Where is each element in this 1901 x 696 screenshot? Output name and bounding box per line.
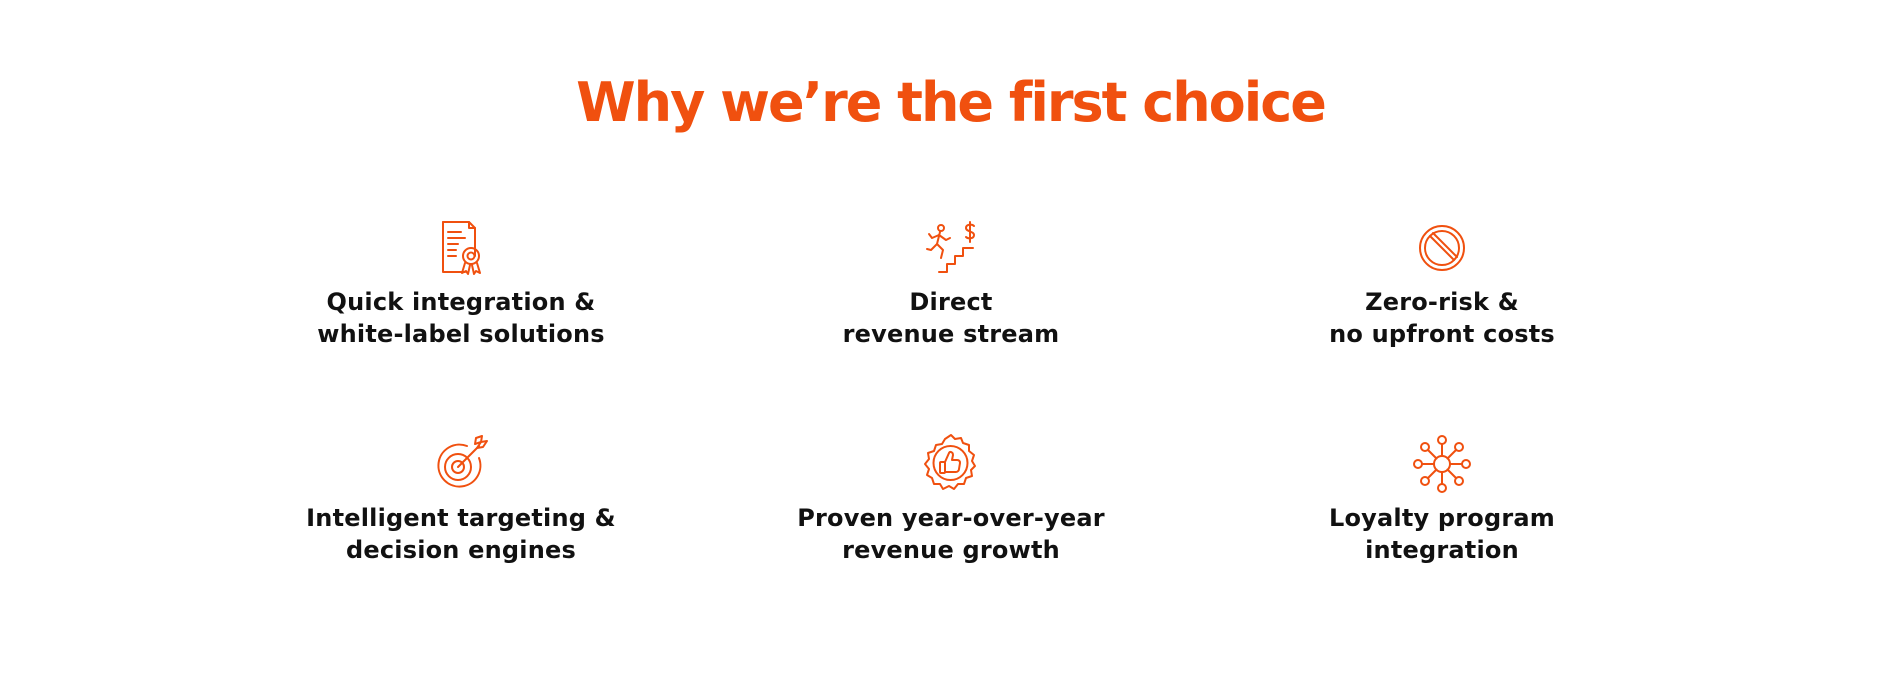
feature-label: Proven year-over-year revenue growth xyxy=(741,502,1161,566)
feature-label-line2: no upfront costs xyxy=(1329,320,1555,348)
feature-label: Zero-risk & no upfront costs xyxy=(1232,286,1652,350)
feature-item-integration: Quick integration & white-label solution… xyxy=(251,218,671,350)
feature-label: Quick integration & white-label solution… xyxy=(251,286,671,350)
feature-label: Loyalty program integration xyxy=(1232,502,1652,566)
feature-label: Direct revenue stream xyxy=(741,286,1161,350)
thumbs-up-badge-icon xyxy=(924,434,976,490)
target-icon xyxy=(437,435,488,488)
feature-item-targeting: Intelligent targeting & decision engines xyxy=(251,434,671,566)
feature-label-line1: Proven year-over-year xyxy=(797,504,1105,532)
feature-label-line2: integration xyxy=(1365,536,1519,564)
section-title: Why we’re the first choice xyxy=(576,71,1327,134)
feature-item-loyalty: Loyalty program integration xyxy=(1232,434,1652,566)
feature-label-line2: revenue growth xyxy=(842,536,1060,564)
feature-label-line1: Zero-risk & xyxy=(1365,288,1519,316)
prohibited-icon xyxy=(1419,225,1465,271)
feature-label-line1: Quick integration & xyxy=(326,288,596,316)
feature-label-line2: revenue stream xyxy=(842,320,1060,348)
feature-item-zero-risk: Zero-risk & no upfront costs xyxy=(1232,218,1652,350)
feature-label-line1: Loyalty program xyxy=(1328,504,1556,532)
certificate-icon xyxy=(442,221,481,275)
climbing-stairs-dollar-icon xyxy=(926,221,975,273)
feature-label-line2: decision engines xyxy=(346,536,576,564)
feature-item-revenue-growth: Proven year-over-year revenue growth xyxy=(741,434,1161,566)
feature-label: Intelligent targeting & decision engines xyxy=(251,502,671,566)
network-hub-icon xyxy=(1413,435,1471,493)
feature-label-line2: white-label solutions xyxy=(317,320,605,348)
feature-label-line1: Intelligent targeting & xyxy=(306,504,616,532)
feature-item-revenue-stream: Direct revenue stream xyxy=(741,218,1161,350)
feature-label-line1: Direct xyxy=(909,288,993,316)
